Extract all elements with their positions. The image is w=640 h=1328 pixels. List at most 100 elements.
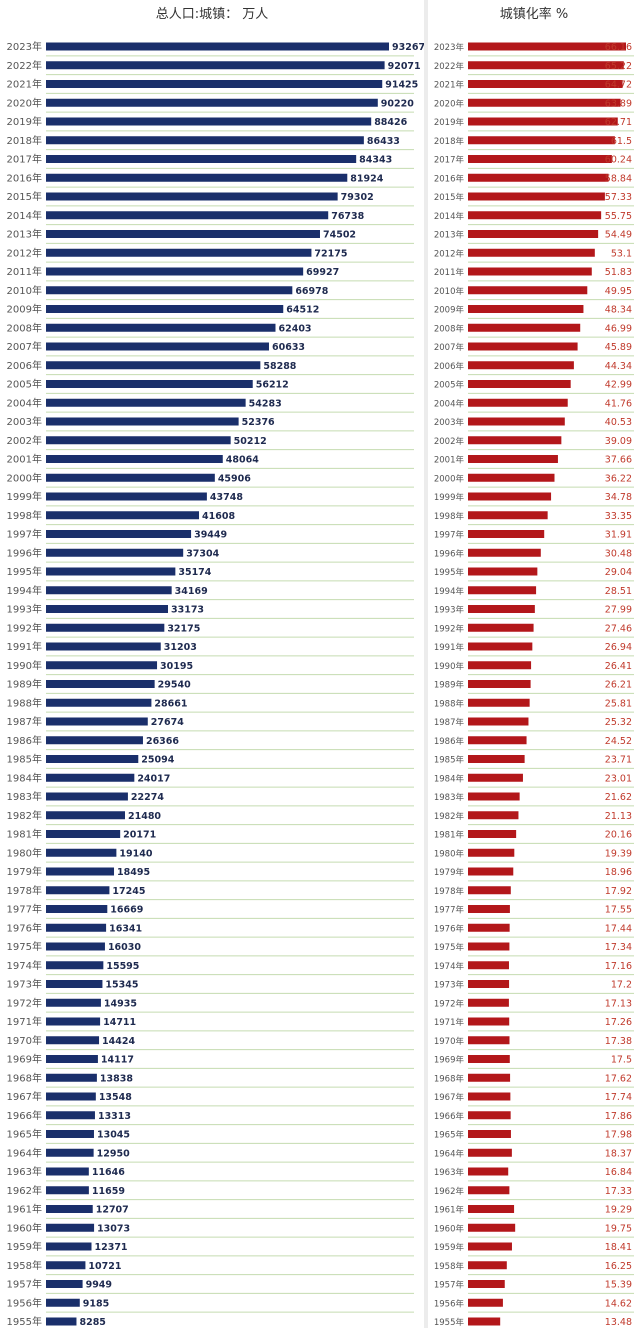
bar [46, 436, 231, 445]
data-label: 66978 [295, 286, 328, 297]
year-label: 1968年 [434, 1073, 465, 1084]
data-label: 39449 [194, 530, 227, 541]
bar [46, 717, 148, 726]
data-label: 13073 [97, 1223, 130, 1234]
year-label: 1974年 [7, 959, 42, 972]
data-label: 37.66 [605, 455, 632, 466]
data-label: 51.83 [605, 267, 632, 278]
bar [46, 192, 338, 201]
data-label: 13045 [97, 1130, 130, 1141]
bar [468, 173, 609, 182]
year-label: 1985年 [434, 755, 465, 766]
year-label: 2008年 [7, 321, 42, 334]
year-label: 1962年 [7, 1184, 42, 1197]
year-label: 2017年 [7, 153, 42, 166]
data-label: 27.99 [605, 605, 632, 616]
data-label: 32175 [167, 623, 200, 634]
data-label: 25.32 [605, 717, 632, 728]
year-label: 2001年 [434, 455, 465, 466]
year-label: 1969年 [7, 1053, 42, 1066]
year-label: 1991年 [434, 642, 465, 653]
data-label: 17.33 [605, 1186, 632, 1197]
bar [46, 380, 253, 388]
bar [46, 398, 246, 407]
bar [46, 267, 304, 276]
data-label: 72175 [314, 248, 347, 259]
year-label: 2015年 [7, 190, 42, 203]
bar [46, 605, 168, 613]
year-label: 1985年 [7, 753, 42, 766]
data-label: 9185 [83, 1298, 109, 1309]
year-label: 1976年 [7, 921, 42, 934]
data-label: 14.62 [605, 1298, 632, 1309]
data-label: 13.48 [605, 1317, 632, 1328]
year-label: 2010年 [7, 284, 42, 297]
bar [468, 830, 517, 838]
bar [46, 473, 215, 482]
bar [46, 155, 357, 163]
data-label: 17.62 [605, 1073, 632, 1084]
data-label: 16341 [109, 923, 142, 934]
bar [46, 173, 348, 182]
bar [46, 361, 261, 370]
year-label: 1999年 [7, 490, 42, 503]
bar [46, 980, 103, 988]
year-label: 1981年 [434, 830, 465, 841]
data-label: 62403 [278, 323, 311, 334]
data-label: 24.52 [605, 736, 632, 747]
bar [46, 117, 372, 126]
data-label: 17.16 [605, 961, 632, 972]
data-label: 13838 [100, 1073, 133, 1084]
year-label: 2002年 [7, 434, 42, 447]
bar [468, 736, 527, 745]
year-label: 1972年 [434, 998, 465, 1009]
bar [468, 905, 510, 913]
data-label: 23.01 [605, 773, 632, 784]
bar [46, 61, 385, 70]
bar [46, 623, 165, 632]
data-label: 29.04 [605, 567, 632, 578]
data-label: 14935 [104, 998, 137, 1009]
bar [468, 530, 545, 538]
year-label: 1980年 [7, 846, 42, 859]
year-label: 2017年 [434, 155, 465, 166]
data-label: 16.84 [605, 1167, 632, 1178]
bar [468, 848, 515, 857]
data-label: 24017 [137, 773, 170, 784]
bar [468, 1036, 510, 1045]
year-label: 1965年 [434, 1130, 465, 1141]
year-label: 2010年 [434, 286, 465, 297]
bar [46, 80, 383, 88]
data-label: 48.34 [605, 305, 632, 316]
year-label: 1990年 [7, 659, 42, 672]
year-label: 1982年 [7, 809, 42, 822]
data-label: 55.75 [605, 211, 632, 222]
year-label: 2008年 [434, 323, 465, 334]
data-label: 17.55 [605, 905, 632, 916]
data-label: 27674 [151, 717, 184, 728]
data-label: 40.53 [605, 417, 632, 428]
data-label: 19.39 [605, 848, 632, 859]
bar [468, 61, 624, 70]
year-label: 1971年 [7, 1015, 42, 1028]
data-label: 45906 [218, 473, 251, 484]
year-label: 2012年 [7, 246, 42, 259]
data-label: 61.5 [611, 136, 632, 147]
bar [468, 305, 584, 313]
data-label: 21.13 [605, 811, 632, 822]
bar [468, 586, 537, 595]
data-label: 53.1 [611, 248, 632, 259]
year-label: 1996年 [7, 546, 42, 559]
data-label: 11659 [92, 1186, 125, 1197]
bar [46, 1205, 93, 1213]
data-label: 49.95 [605, 286, 632, 297]
data-label: 17.98 [605, 1130, 632, 1141]
year-label: 1979年 [7, 865, 42, 878]
data-label: 88426 [374, 117, 407, 128]
bar [468, 717, 529, 726]
data-label: 60.24 [605, 155, 632, 166]
bar [46, 1167, 89, 1176]
data-label: 21.62 [605, 792, 632, 803]
bar [468, 661, 532, 670]
bar [468, 230, 599, 238]
